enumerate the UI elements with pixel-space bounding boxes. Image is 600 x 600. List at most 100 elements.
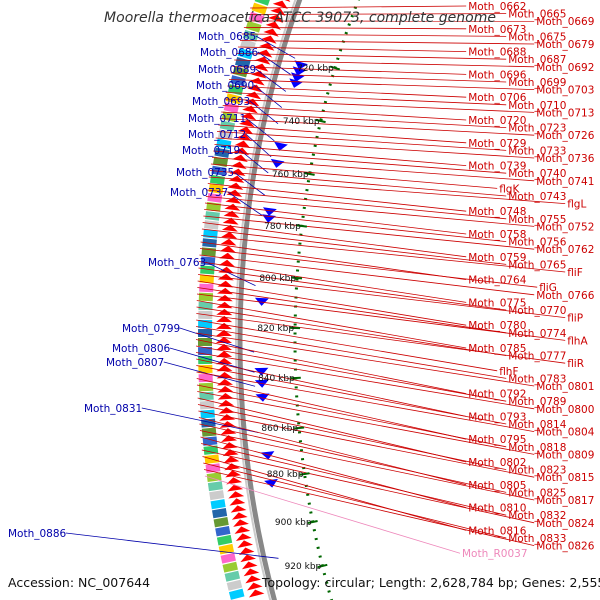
right-connector bbox=[198, 410, 535, 478]
cog-block bbox=[248, 11, 265, 24]
right-connector bbox=[197, 404, 507, 470]
right-connector bbox=[204, 209, 507, 242]
right-connector bbox=[208, 176, 566, 204]
right-connector bbox=[198, 274, 566, 318]
left-connector bbox=[227, 191, 263, 216]
cog-block bbox=[209, 490, 225, 501]
right-gene-label: Moth_0662 bbox=[468, 1, 526, 13]
gene-arrow bbox=[241, 561, 258, 570]
gene-arrow bbox=[234, 140, 251, 149]
gene-arrow bbox=[231, 512, 248, 520]
right-gene-label: Moth_R0037 bbox=[462, 548, 528, 560]
right-connector bbox=[239, 40, 535, 45]
right-connector bbox=[227, 85, 467, 98]
left-gene-label: Moth_0831 bbox=[84, 403, 142, 415]
right-gene-label: Moth_0743 bbox=[508, 191, 566, 203]
right-connector bbox=[203, 469, 535, 546]
gene-arrow bbox=[234, 526, 251, 534]
right-connector bbox=[199, 248, 538, 288]
left-connector bbox=[245, 133, 272, 158]
backbone-ring bbox=[237, 0, 303, 600]
cog-block bbox=[245, 20, 262, 33]
right-gene-label: Moth_0801 bbox=[536, 381, 594, 393]
left-connector bbox=[245, 117, 275, 142]
right-connector bbox=[196, 300, 467, 349]
right-gene-label: Moth_0696 bbox=[468, 69, 527, 81]
gene-arrow bbox=[230, 161, 247, 170]
left-connector bbox=[141, 407, 259, 433]
right-gene-label: Moth_0759 bbox=[468, 252, 526, 264]
right-connector bbox=[198, 267, 507, 311]
right-gene-label: Moth_0777 bbox=[508, 351, 566, 363]
right-connector bbox=[196, 384, 507, 448]
gene-arrow bbox=[217, 386, 234, 393]
cog-block bbox=[214, 147, 230, 159]
right-gene-label: Moth_0785 bbox=[468, 343, 526, 355]
gene-arrow bbox=[219, 414, 236, 421]
gene-arrow bbox=[216, 371, 233, 379]
right-gene-label: Moth_0756 bbox=[508, 237, 567, 249]
right-connector bbox=[206, 189, 507, 220]
tick-label: 920 kbp bbox=[285, 562, 322, 572]
reverse-gene-arrow bbox=[255, 393, 270, 402]
cog-block bbox=[209, 174, 226, 185]
cog-block bbox=[216, 138, 232, 150]
gene-labels: Moth_0685 Moth_0686 Moth_0689 Moth_0690 Moth… bbox=[8, 1, 595, 560]
backbone-highlight bbox=[235, 0, 297, 600]
right-gene-label: Moth_0713 bbox=[536, 107, 594, 119]
right-connector bbox=[196, 326, 507, 379]
right-connector bbox=[243, 27, 467, 30]
gene-arrow bbox=[238, 547, 255, 556]
gene-arrow bbox=[245, 575, 261, 584]
gene-arrow bbox=[225, 196, 242, 204]
gene-arrow bbox=[216, 322, 233, 330]
gene-arrow bbox=[223, 456, 240, 464]
right-gene-label: Moth_0758 bbox=[468, 229, 526, 241]
gene-arrow bbox=[217, 280, 234, 288]
right-gene-label: Moth_0675 bbox=[508, 31, 566, 43]
gene-arrow bbox=[240, 112, 257, 121]
tick-mark bbox=[291, 276, 303, 280]
right-connector bbox=[196, 358, 467, 417]
gene-arrow bbox=[235, 533, 252, 541]
right-gene-label: Moth_0809 bbox=[536, 449, 594, 461]
right-gene-label: Moth_0706 bbox=[468, 92, 527, 104]
left-gene-label: Moth_0763 bbox=[148, 257, 206, 269]
right-connector bbox=[203, 215, 535, 250]
right-gene-label: Moth_0764 bbox=[468, 275, 527, 287]
gene-arrow bbox=[242, 105, 258, 114]
gene-arrow bbox=[227, 484, 244, 492]
right-connector bbox=[197, 280, 467, 326]
tick-mark bbox=[304, 172, 315, 176]
right-connector bbox=[201, 449, 535, 524]
cog-block bbox=[204, 220, 219, 230]
right-connector bbox=[201, 235, 566, 273]
gene-arrow bbox=[217, 393, 234, 400]
gene-arrow bbox=[216, 308, 233, 316]
right-gene-label: Moth_0774 bbox=[508, 328, 567, 340]
gene-arrow bbox=[216, 294, 233, 302]
left-connector bbox=[65, 532, 279, 559]
right-gene-label: Moth_0762 bbox=[536, 244, 594, 256]
cog-block bbox=[222, 561, 238, 573]
right-gene-label: fliR bbox=[567, 358, 584, 370]
right-connector bbox=[196, 378, 467, 440]
right-gene-label: Moth_0816 bbox=[468, 525, 527, 537]
right-connector bbox=[200, 241, 467, 280]
right-connector bbox=[221, 111, 507, 128]
right-connector bbox=[204, 475, 461, 554]
gene-arrow bbox=[216, 343, 233, 351]
right-connector bbox=[205, 196, 535, 227]
left-connector bbox=[257, 51, 291, 75]
cog-block bbox=[226, 579, 243, 591]
gene-arrow bbox=[222, 217, 239, 225]
right-gene-label: Moth_0766 bbox=[536, 290, 595, 302]
right-gene-label: Moth_0832 bbox=[508, 510, 566, 522]
cog-block bbox=[218, 543, 235, 555]
right-gene-label: Moth_0729 bbox=[468, 138, 526, 150]
cog-block bbox=[206, 202, 222, 212]
right-gene-label: Moth_0665 bbox=[508, 9, 566, 21]
map-title: Moorella thermoacetica ATCC 39073, compl… bbox=[104, 10, 496, 26]
cog-block bbox=[221, 111, 238, 123]
gene-arrow bbox=[221, 224, 238, 232]
